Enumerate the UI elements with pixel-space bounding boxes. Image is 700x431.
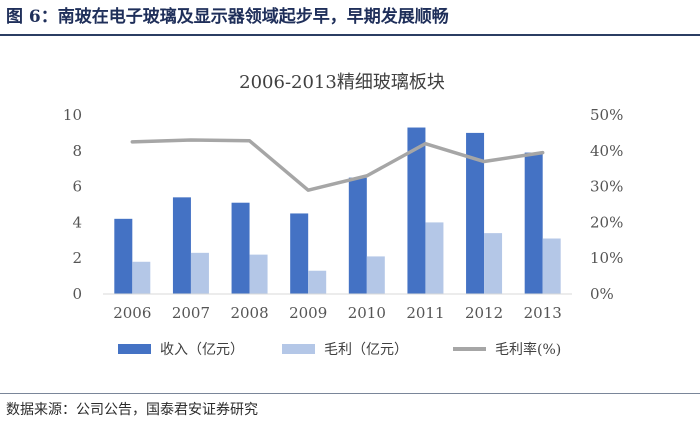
x-tick-label: 2007 [172,304,210,322]
legend: 收入（亿元） 毛利（亿元） 毛利率(%) [118,341,561,358]
revenue-bar [231,202,250,294]
revenue-bar [524,152,543,294]
legend-revenue-swatch [118,344,151,354]
x-tick-label: 2012 [465,304,503,322]
left-tick-label: 0 [72,285,82,303]
x-tick-label: 2009 [289,304,327,322]
gross-profit-bar [249,254,268,294]
right-tick-label: 0% [590,285,614,303]
figure-title: 图 6：南玻在电子玻璃及显示器领域起步早，早期发展顺畅 [6,7,449,27]
revenue-bar [172,197,191,294]
gross-profit-bar [190,252,209,294]
source-divider [0,393,700,394]
x-tick-label: 2006 [113,304,151,322]
revenue-bar [348,177,367,294]
title-divider [0,34,700,36]
gross-profit-bar [484,233,503,294]
revenue-bar [407,127,426,294]
left-tick-label: 6 [72,178,82,196]
right-tick-label: 30% [590,178,623,196]
left-axis: 0 2 4 6 8 10 [63,106,82,303]
source-note: 数据来源：公司公告，国泰君安证券研究 [6,402,258,418]
legend-gross-profit-label: 毛利（亿元） [324,342,408,358]
x-axis: 2006 2007 2008 2009 2010 2011 2012 2013 [113,304,562,322]
left-tick-label: 8 [72,142,82,160]
gross-profit-bar [308,270,327,294]
left-tick-label: 10 [63,106,82,124]
legend-margin-rate-label: 毛利率(%) [495,341,561,358]
gross-profit-bar [366,256,385,294]
right-tick-label: 40% [590,142,623,160]
chart-title: 2006-2013精细玻璃板块 [239,72,445,93]
x-tick-label: 2011 [406,304,444,322]
gross-profit-bar [132,261,151,294]
x-tick-label: 2008 [230,304,268,322]
line-series [130,138,545,192]
right-tick-label: 50% [590,106,623,124]
left-tick-label: 2 [72,249,82,267]
left-tick-label: 4 [72,213,82,231]
revenue-bar [114,218,133,294]
right-axis: 0% 10% 20% 30% 40% 50% [590,106,623,303]
gross-profit-bar [542,238,561,294]
right-tick-label: 20% [590,213,623,231]
legend-revenue-label: 收入（亿元） [160,342,244,358]
bar-marks [114,127,561,294]
margin-rate-line [130,138,545,192]
legend-gross-profit-swatch [282,344,315,354]
gross-profit-bar [425,222,444,294]
revenue-bar [290,213,309,294]
chart: 2006-2013精细玻璃板块 0 2 4 6 8 10 0% 10% 20% 30% 40% 50… [63,72,623,358]
right-tick-label: 10% [590,249,623,267]
x-tick-label: 2013 [524,304,562,322]
x-tick-label: 2010 [348,304,386,322]
revenue-bar [466,132,485,294]
